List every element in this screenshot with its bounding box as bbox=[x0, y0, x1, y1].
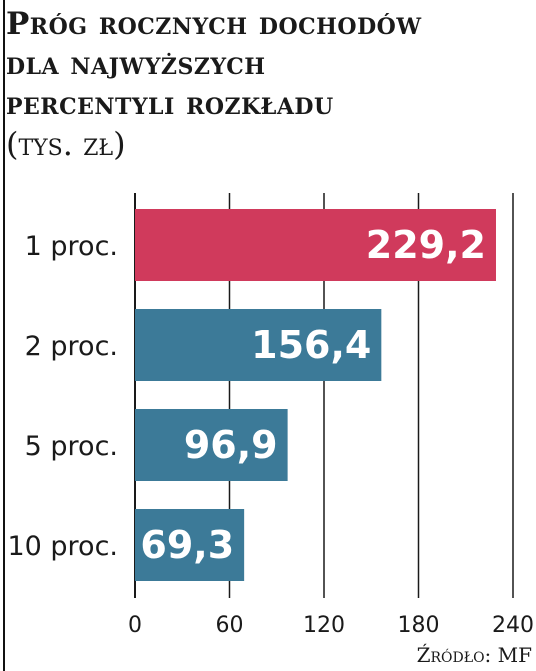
x-axis-ticks: 0 60 120 180 240 bbox=[128, 613, 534, 638]
bars bbox=[135, 209, 496, 581]
bar-2 bbox=[135, 309, 382, 381]
bar-4 bbox=[135, 509, 245, 581]
data-label-3: 96,9 bbox=[184, 423, 278, 467]
category-label-1: 1 proc. bbox=[25, 231, 118, 262]
category-label-3: 5 proc. bbox=[25, 431, 118, 462]
unit-label: (tys. zł) bbox=[6, 125, 126, 163]
data-labels: 229,2 156,4 96,9 69,3 bbox=[140, 223, 486, 567]
category-labels: 1 proc. 2 proc. 5 proc. 10 proc. bbox=[7, 231, 118, 562]
title-line-3: percentyli rozkładu bbox=[6, 86, 334, 122]
x-tick-label-60: 60 bbox=[216, 613, 244, 638]
data-label-4: 69,3 bbox=[140, 523, 234, 567]
category-label-4: 10 proc. bbox=[7, 531, 118, 562]
title-line-2: dla najwyższych bbox=[6, 46, 266, 82]
chart-title: Próg rocznych dochodów dla najwyższych p… bbox=[6, 4, 534, 164]
bar-1 bbox=[135, 209, 496, 281]
source-note: Źródło: MF bbox=[416, 643, 532, 667]
category-label-2: 2 proc. bbox=[25, 331, 118, 362]
x-tick-label-0: 0 bbox=[128, 613, 142, 638]
left-border-rule bbox=[3, 0, 5, 671]
title-line-1: Próg rocznych dochodów bbox=[6, 6, 422, 42]
x-tick-label-180: 180 bbox=[398, 613, 440, 638]
data-label-1: 229,2 bbox=[366, 223, 486, 267]
x-tick-label-120: 120 bbox=[303, 613, 345, 638]
data-label-2: 156,4 bbox=[251, 323, 371, 367]
x-tick-label-240: 240 bbox=[492, 613, 534, 638]
bar-3 bbox=[135, 409, 288, 481]
